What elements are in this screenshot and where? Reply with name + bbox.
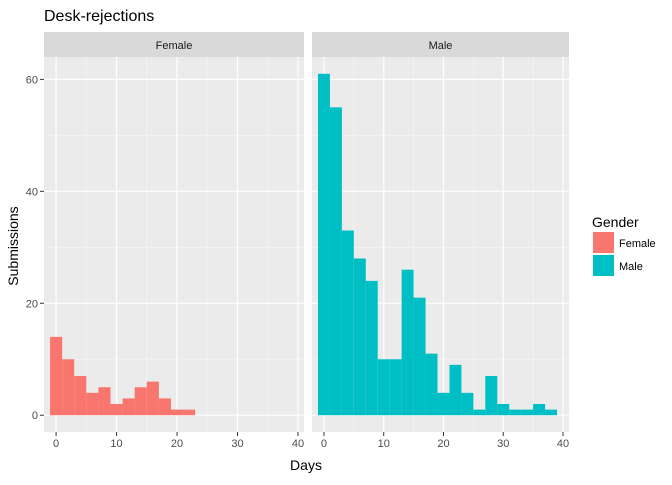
x-tick-label: 30 (497, 438, 509, 450)
facet-panels: Female 0 10 20 30 40 0 20 40 60 Male 0 10 20 30 40 (26, 32, 569, 450)
histogram-bar (183, 409, 196, 416)
x-axis-label: Days (290, 457, 322, 473)
histogram-bar (437, 392, 450, 416)
legend-key-female (593, 232, 614, 253)
legend-label-male: Male (619, 261, 643, 273)
histogram-bar (545, 409, 558, 416)
facet-strip (312, 32, 569, 57)
histogram-bar (329, 107, 342, 416)
histogram-bar (353, 258, 366, 416)
x-tick-label: 40 (557, 438, 569, 450)
histogram-bar (461, 392, 474, 416)
facet-strip-label: Female (156, 40, 193, 52)
chart-title: Desk-rejections (44, 8, 154, 25)
histogram-bar (497, 404, 510, 416)
histogram-bar (74, 376, 87, 416)
histogram-bar (146, 381, 159, 416)
histogram-bar (365, 280, 378, 416)
x-tick-label: 0 (53, 438, 59, 450)
panel-background (44, 57, 304, 432)
histogram-bar (317, 73, 330, 416)
legend-label-female: Female (619, 238, 656, 250)
x-tick-label: 30 (231, 438, 243, 450)
histogram-bar (110, 404, 123, 416)
histogram-bar (170, 409, 184, 416)
x-tick-label: 20 (171, 438, 183, 450)
histogram-bar (377, 359, 390, 416)
facet-panel-female: Female 0 10 20 30 40 0 20 40 60 (26, 32, 304, 450)
x-tick-label: 10 (110, 438, 122, 450)
histogram-bar (134, 387, 147, 416)
histogram-bar (449, 364, 462, 416)
legend-title: Gender (592, 214, 639, 230)
histogram-bar (521, 409, 534, 416)
x-tick-label: 20 (437, 438, 449, 450)
histogram-bar (389, 359, 402, 416)
y-tick-label: 20 (26, 298, 38, 310)
facet-strip (44, 32, 304, 57)
legend-key-male (593, 255, 614, 276)
y-tick-label: 0 (32, 410, 38, 422)
histogram-bar (533, 404, 546, 416)
x-tick-label: 40 (292, 438, 304, 450)
histogram-bar (122, 398, 135, 416)
histogram-bar (473, 409, 486, 416)
y-tick-label: 60 (26, 74, 38, 86)
histogram-bar (413, 297, 426, 416)
histogram-bar (401, 269, 414, 416)
legend: Gender Female Male (592, 214, 656, 276)
y-tick-label: 40 (26, 186, 38, 198)
x-tick-label: 0 (321, 438, 327, 450)
facet-panel-male: Male 0 10 20 30 40 (312, 32, 569, 450)
histogram-bar (485, 376, 498, 416)
histogram-bar (158, 398, 171, 416)
histogram-bar (509, 409, 522, 416)
histogram-bar (425, 353, 438, 416)
histogram-bar (98, 387, 111, 416)
x-tick-label: 10 (378, 438, 390, 450)
histogram-bar (50, 336, 63, 416)
histogram-bar (341, 230, 354, 416)
facet-strip-label: Male (429, 40, 453, 52)
histogram-bar (86, 392, 99, 416)
y-axis-label: Submissions (5, 206, 21, 285)
histogram-bar (62, 359, 75, 416)
